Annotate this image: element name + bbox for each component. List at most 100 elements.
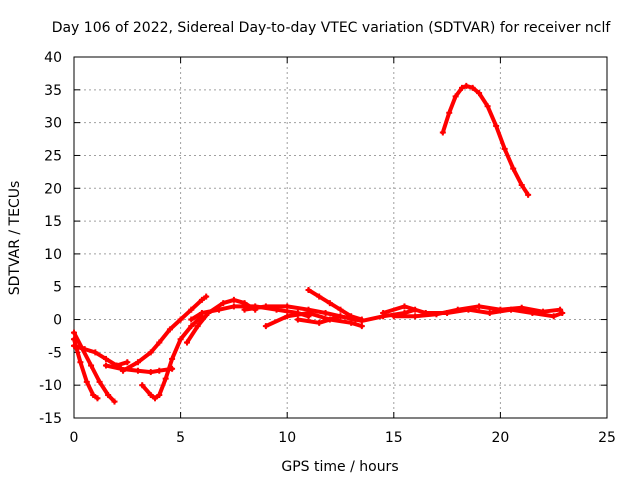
data-point [557, 306, 564, 313]
data-series [71, 82, 566, 405]
y-tick-label: 40 [44, 50, 62, 66]
data-point [469, 84, 476, 91]
y-axis-label: SDTVAR / TECUs [7, 181, 23, 296]
data-point [305, 309, 312, 316]
data-point [105, 392, 112, 399]
data-point [124, 359, 131, 366]
data-point [412, 313, 419, 320]
data-point [94, 395, 101, 402]
data-point [305, 287, 312, 294]
y-tick-label: 15 [44, 214, 62, 230]
data-point [550, 313, 557, 320]
data-point [326, 300, 333, 307]
data-point [134, 367, 141, 374]
axis-ticks [73, 56, 608, 419]
data-point [166, 326, 173, 333]
data-point [230, 296, 237, 303]
data-point [433, 311, 440, 318]
data-point [230, 303, 237, 310]
data-point [90, 392, 97, 399]
data-point [220, 300, 227, 307]
data-point [476, 90, 483, 97]
data-point [102, 362, 109, 369]
data-point [194, 323, 201, 330]
data-point [262, 303, 269, 310]
data-point [439, 129, 446, 136]
data-point [380, 309, 387, 316]
x-tick-labels: 0 5 10 15 20 25 [70, 430, 616, 446]
data-point [183, 339, 190, 346]
data-point [262, 323, 269, 330]
data-point [71, 329, 77, 336]
data-point [111, 398, 118, 405]
y-tick-label: 20 [44, 181, 62, 197]
data-point [92, 349, 99, 356]
data-point [81, 346, 88, 353]
data-point [446, 109, 453, 116]
data-point [169, 355, 176, 362]
data-point [294, 316, 301, 323]
data-point [284, 313, 291, 320]
data-point [501, 145, 508, 152]
y-tick-label: 0 [53, 313, 62, 329]
data-point [241, 306, 248, 313]
data-point [77, 359, 84, 366]
data-point [88, 362, 95, 369]
data-point [147, 392, 154, 399]
y-tick-label: 30 [44, 116, 62, 132]
data-point [316, 319, 323, 326]
data-point [518, 304, 525, 311]
data-point [518, 181, 525, 188]
x-tick-label: 20 [491, 430, 509, 446]
chart-title: Day 106 of 2022, Sidereal Day-to-day VTE… [52, 20, 612, 36]
y-tick-label: 25 [44, 148, 62, 164]
data-point [162, 375, 169, 382]
x-axis-label: GPS time / hours [281, 459, 398, 475]
data-point [348, 319, 355, 326]
data-point [559, 309, 566, 316]
data-point [486, 309, 493, 316]
x-tick-label: 25 [598, 430, 616, 446]
y-tick-labels: -15 -10 -5 0 5 10 15 20 25 30 35 40 [39, 50, 62, 427]
data-point [102, 355, 109, 362]
data-point [134, 359, 141, 366]
data-point [525, 191, 532, 198]
x-tick-label: 10 [278, 430, 296, 446]
data-point [497, 306, 504, 313]
data-point [484, 103, 491, 110]
data-point [493, 122, 500, 129]
data-point [203, 293, 210, 300]
data-point [156, 392, 163, 399]
data-point [188, 323, 195, 330]
data-point [177, 316, 184, 323]
data-point [358, 317, 365, 324]
y-tick-label: 10 [44, 247, 62, 263]
data-point [83, 378, 90, 385]
data-point [215, 306, 222, 313]
data-point [188, 316, 195, 323]
data-point [156, 367, 163, 374]
data-point [390, 313, 397, 320]
data-point [463, 82, 470, 89]
data-point [358, 323, 365, 330]
data-point [177, 336, 184, 343]
data-point [459, 84, 466, 91]
data-point [147, 349, 154, 356]
data-point [96, 378, 103, 385]
data-point [540, 308, 547, 315]
series-line-15 [440, 83, 531, 197]
data-point [337, 306, 344, 313]
grid-lines [74, 57, 607, 418]
data-point [198, 296, 205, 303]
data-point [147, 369, 154, 376]
data-point [152, 395, 159, 402]
data-point [120, 367, 127, 374]
y-tick-label: -5 [48, 345, 62, 361]
y-tick-label: -10 [39, 378, 62, 394]
data-point [139, 382, 146, 389]
data-point [322, 309, 329, 316]
plot-frame [73, 56, 608, 419]
data-point [284, 303, 291, 310]
y-tick-label: 5 [53, 280, 62, 296]
